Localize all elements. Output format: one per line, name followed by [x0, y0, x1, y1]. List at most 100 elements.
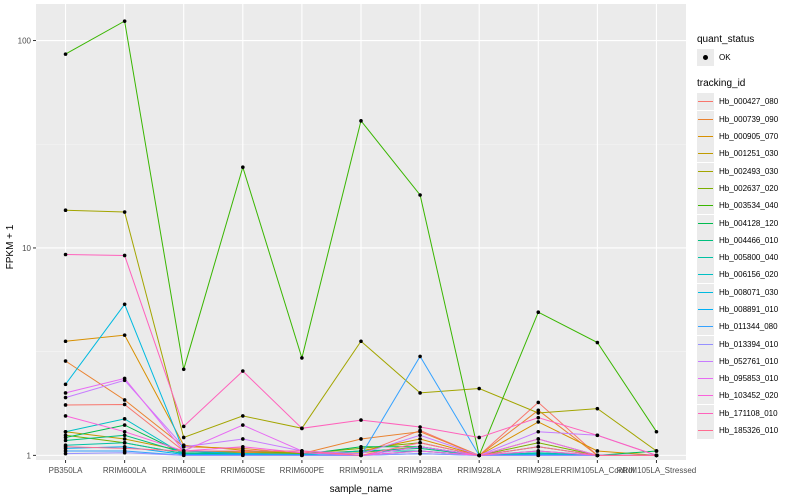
legend-item: Hb_000905_070 [697, 128, 797, 146]
data-point [418, 429, 422, 434]
legend-key [697, 179, 714, 197]
legend-key [697, 301, 714, 318]
data-point [536, 310, 541, 315]
legend-key [697, 335, 714, 353]
data-point [122, 19, 127, 23]
legend-label: Hb_001251_030 [719, 149, 779, 159]
legend-key [697, 249, 714, 267]
data-point [359, 449, 363, 453]
data-point [595, 449, 600, 453]
x-tick-label: RRIM600SE [221, 466, 265, 475]
legend-item: Hb_013394_010 [697, 335, 797, 353]
legend-key [697, 387, 714, 405]
x-tick-label: RRIM901LA [339, 466, 383, 475]
point-legend-label: OK [719, 53, 731, 63]
line-swatch-icon [698, 343, 713, 345]
line-swatch-icon [698, 291, 713, 293]
data-point [359, 339, 363, 344]
data-point [63, 449, 68, 453]
line-swatch-icon [698, 187, 713, 189]
series-legend: Hb_000427_080 Hb_000739_090 Hb_000905_070 H… [697, 93, 797, 440]
legend-label: Hb_003534_040 [719, 201, 779, 211]
legend-item: Hb_004128_120 [697, 214, 797, 232]
data-point [241, 449, 245, 453]
legend-item: Hb_001251_030 [697, 145, 797, 163]
legend-label: Hb_004466_010 [719, 235, 779, 245]
data-point [418, 440, 422, 445]
series-points [63, 19, 659, 458]
legend-item: Hb_000427_080 [697, 93, 797, 111]
data-point [241, 369, 245, 373]
line-swatch-icon [698, 239, 713, 241]
data-point [122, 253, 127, 258]
data-point [122, 423, 127, 427]
legend-item: Hb_008891_010 [697, 301, 797, 318]
line-swatch-icon [698, 326, 713, 328]
x-tick-label: RRIM105LA_Stressed [617, 466, 697, 475]
line-swatch-icon [698, 430, 713, 432]
data-point [477, 453, 481, 458]
line-swatch-icon [698, 395, 713, 397]
legend-key [697, 110, 714, 128]
data-point [536, 449, 541, 453]
legend-item: Hb_185326_010 [697, 422, 797, 440]
data-point [536, 408, 541, 413]
legend-label: Hb_185326_010 [719, 426, 779, 436]
data-point [122, 446, 127, 451]
y-tick-label: 100 [18, 37, 32, 46]
legend: quant_status OK tracking_id Hb_000427_08… [697, 34, 797, 440]
data-point [122, 376, 127, 381]
data-point [595, 406, 600, 411]
data-point [63, 339, 68, 344]
x-tick-label: RRIM600PE [280, 466, 324, 475]
legend-key [697, 197, 714, 215]
legend-item: Hb_008071_030 [697, 283, 797, 301]
data-point [654, 449, 659, 453]
point-legend-title: quant_status [697, 34, 755, 45]
data-point [536, 429, 541, 434]
x-tick-label: RRIM600LA [103, 466, 147, 475]
dot-icon [703, 55, 708, 61]
data-point [122, 210, 127, 214]
data-point [536, 400, 541, 405]
legend-key [697, 370, 714, 388]
legend-label: Hb_013394_010 [719, 339, 779, 349]
line-swatch-icon [698, 118, 713, 120]
data-point [122, 398, 127, 402]
data-point [418, 425, 422, 429]
legend-item: Hb_006156_020 [697, 266, 797, 284]
data-point [122, 429, 127, 434]
data-point [300, 426, 304, 431]
data-point [122, 302, 127, 307]
data-point [300, 449, 304, 453]
legend-label: Hb_000739_090 [719, 114, 779, 124]
x-tick-label: RRIM600LE [162, 466, 206, 475]
x-tick-label: RRIM928LE [516, 466, 560, 475]
data-point [181, 444, 186, 449]
x-axis-label: sample_name [330, 484, 393, 495]
data-point [477, 386, 481, 391]
data-point [181, 453, 186, 458]
legend-key [697, 283, 714, 301]
line-swatch-icon [698, 360, 713, 362]
data-point [63, 403, 68, 407]
data-point [63, 438, 68, 443]
data-point [654, 429, 659, 434]
legend-item: Hb_004466_010 [697, 231, 797, 249]
data-point [63, 435, 68, 440]
data-point [241, 437, 245, 441]
data-point [300, 453, 304, 458]
line-swatch-icon [698, 309, 713, 310]
data-point [241, 444, 245, 449]
legend-item: Hb_002493_030 [697, 162, 797, 180]
legend-label: Hb_000905_070 [719, 132, 779, 142]
data-point [122, 437, 127, 441]
data-point [418, 433, 422, 438]
legend-key [697, 128, 714, 146]
data-point [300, 356, 304, 360]
x-tick-label: RRIM928BA [398, 466, 443, 475]
data-point [536, 440, 541, 445]
legend-label: Hb_004128_120 [719, 218, 779, 228]
legend-label: Hb_006156_020 [719, 270, 779, 280]
y-tick-label: 1 [27, 451, 32, 460]
